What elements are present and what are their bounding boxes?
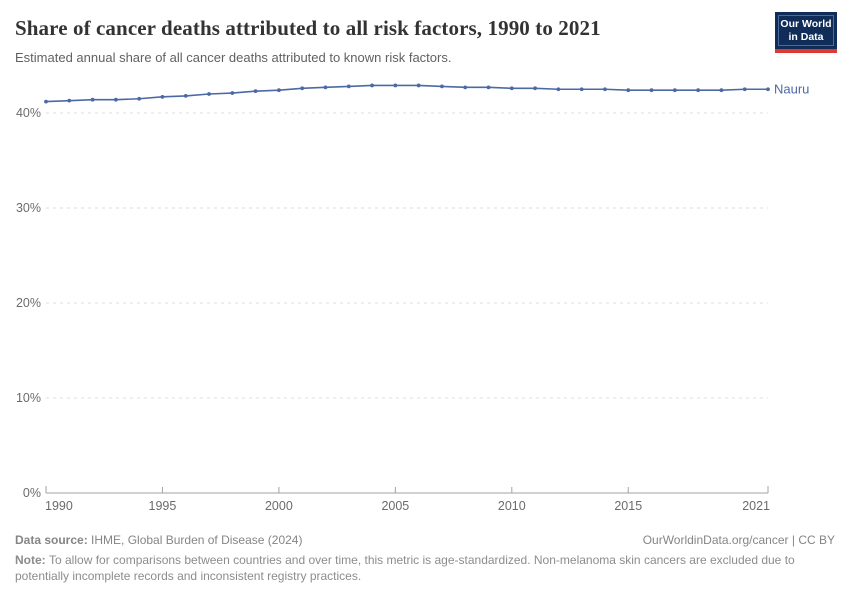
data-point[interactable] <box>649 88 654 93</box>
data-source: Data source: IHME, Global Burden of Dise… <box>15 533 303 547</box>
data-point[interactable] <box>160 94 165 99</box>
data-point[interactable] <box>113 97 118 102</box>
data-point[interactable] <box>416 83 421 88</box>
x-tick-label: 1995 <box>149 499 177 513</box>
data-point[interactable] <box>533 86 537 91</box>
data-point[interactable] <box>346 84 351 89</box>
chart-canvas[interactable]: 0% 10% 20% 30% 40% 1990 1995 2000 2005 2010 2015 20… <box>0 0 850 528</box>
data-point[interactable] <box>323 85 328 90</box>
data-source-label: Data source: <box>15 533 92 547</box>
data-point[interactable] <box>603 87 607 92</box>
data-point[interactable] <box>486 85 491 90</box>
x-tick-label: 2015 <box>614 499 642 513</box>
entity-label[interactable]: Nauru <box>774 81 809 96</box>
data-point[interactable] <box>626 88 631 93</box>
data-point[interactable] <box>67 98 72 103</box>
y-tick-label: 30% <box>16 201 41 215</box>
data-point[interactable] <box>742 87 747 92</box>
data-point[interactable] <box>44 99 48 104</box>
data-point[interactable] <box>696 88 701 93</box>
data-point[interactable] <box>463 85 468 90</box>
data-point[interactable] <box>766 87 770 92</box>
data-point[interactable] <box>370 83 374 88</box>
footer-note: Note: To allow for comparisons between c… <box>15 553 795 583</box>
owid-logo: Our World in Data <box>775 12 837 53</box>
y-tick-label: 10% <box>16 391 41 405</box>
data-point[interactable] <box>556 87 561 92</box>
x-tick-label: 2021 <box>742 499 770 513</box>
data-point[interactable] <box>207 92 211 96</box>
data-point[interactable] <box>509 86 514 91</box>
x-tick-label: 1990 <box>45 499 73 513</box>
data-point[interactable] <box>253 89 258 94</box>
y-tick-label: 20% <box>16 296 41 310</box>
data-point[interactable] <box>300 86 305 91</box>
x-tick-label: 2005 <box>381 499 409 513</box>
note-label: Note: <box>15 553 49 567</box>
footer-source-row: Data source: IHME, Global Burden of Dise… <box>15 533 835 547</box>
data-point[interactable] <box>579 87 584 92</box>
data-point[interactable] <box>90 97 95 102</box>
y-tick-label: 40% <box>16 106 41 120</box>
owid-logo-text: Our World in Data <box>778 15 834 46</box>
chart-title: Share of cancer deaths attributed to all… <box>15 16 601 40</box>
x-tick-label: 2000 <box>265 499 293 513</box>
data-point[interactable] <box>440 84 444 89</box>
data-point[interactable] <box>672 88 677 93</box>
data-point[interactable] <box>277 88 281 93</box>
license-link[interactable]: OurWorldinData.org/cancer | CC BY <box>642 533 835 547</box>
data-line[interactable] <box>45 84 769 103</box>
x-tick-label: 2010 <box>498 499 526 513</box>
data-point[interactable] <box>183 94 188 98</box>
data-point[interactable] <box>137 96 142 101</box>
data-point[interactable] <box>719 88 724 93</box>
y-tick-label: 0% <box>23 486 41 500</box>
data-point[interactable] <box>230 91 235 95</box>
data-point[interactable] <box>393 83 398 88</box>
chart-subtitle: Estimated annual share of all cancer dea… <box>15 50 452 65</box>
